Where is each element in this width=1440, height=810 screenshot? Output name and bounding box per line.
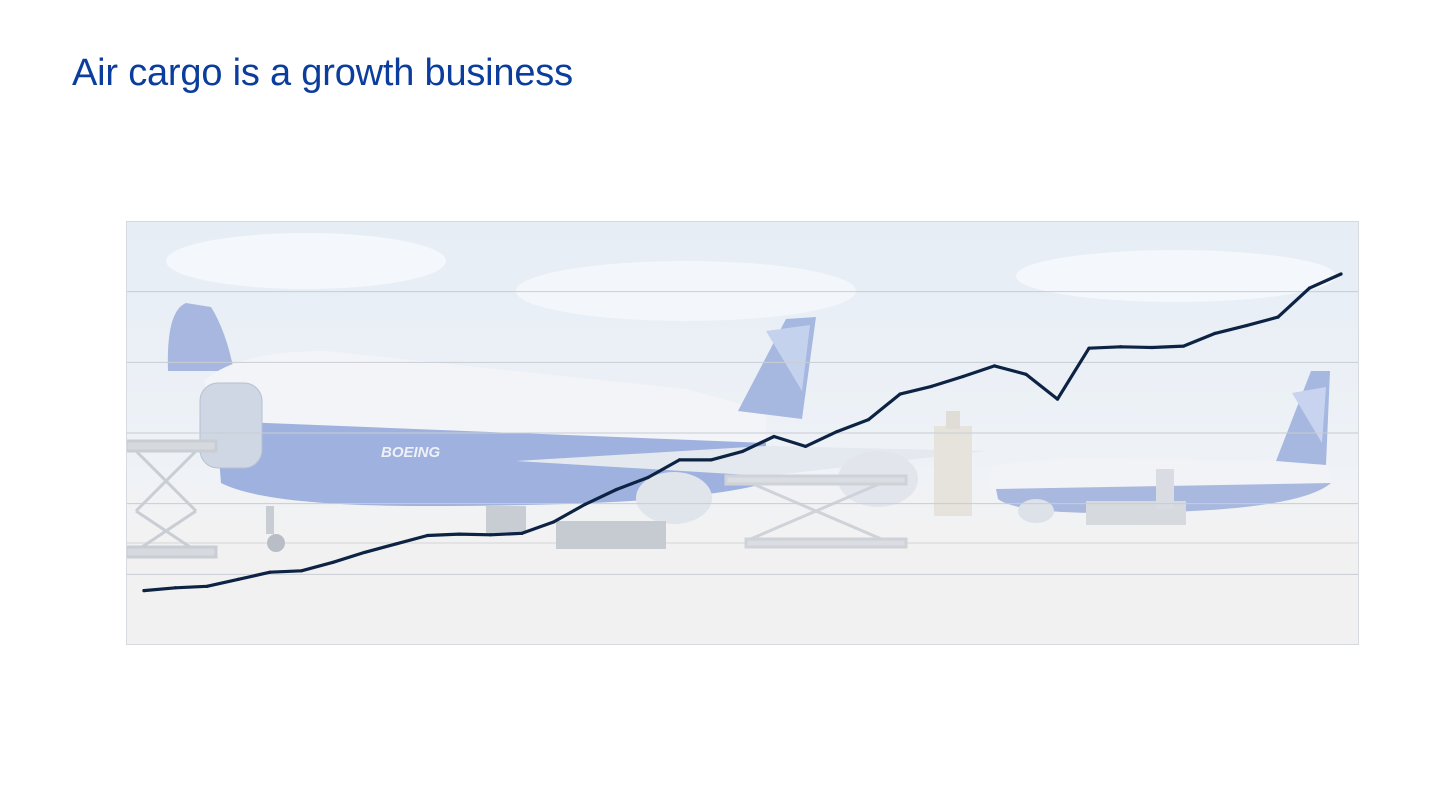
data-point xyxy=(1150,345,1154,350)
data-point xyxy=(236,577,241,581)
data-point xyxy=(205,584,209,588)
data-point xyxy=(457,532,461,536)
data-point xyxy=(488,533,493,537)
page-title: Air cargo is a growth business xyxy=(72,52,573,94)
data-point xyxy=(992,364,997,368)
data-point xyxy=(1244,323,1249,328)
data-point xyxy=(772,434,776,439)
data-point xyxy=(961,374,965,379)
line-chart: BOEING xyxy=(126,221,1359,645)
data-point xyxy=(1087,346,1091,350)
data-point xyxy=(803,444,808,449)
scissor-lift-icon xyxy=(126,439,218,559)
data-point xyxy=(1181,344,1186,348)
data-point xyxy=(1339,272,1343,276)
data-point xyxy=(929,384,934,388)
series-layer xyxy=(142,272,1343,593)
data-point xyxy=(362,550,367,555)
data-point xyxy=(173,586,178,590)
data-point xyxy=(299,569,304,573)
cargo-777-icon xyxy=(986,371,1331,525)
data-point xyxy=(709,458,713,462)
data-point xyxy=(677,458,682,462)
data-point xyxy=(1118,345,1123,349)
data-point xyxy=(898,392,902,396)
data-point xyxy=(866,417,871,422)
data-point xyxy=(646,475,650,480)
data-point xyxy=(551,520,556,524)
data-point xyxy=(520,531,524,535)
plot-area-border xyxy=(126,221,1359,645)
data-point xyxy=(268,570,272,574)
data-point xyxy=(1276,315,1280,319)
data-point xyxy=(1307,286,1312,290)
data-point xyxy=(835,429,839,434)
data-point xyxy=(394,542,398,546)
data-point xyxy=(425,533,430,538)
boeing-logo: BOEING xyxy=(381,444,441,461)
data-point xyxy=(1055,397,1060,401)
gridlines xyxy=(126,291,1359,575)
data-point xyxy=(331,560,335,564)
data-point xyxy=(142,588,146,593)
data-point xyxy=(614,487,619,492)
data-point xyxy=(740,449,745,453)
data-point xyxy=(583,502,587,506)
data-point xyxy=(1213,331,1217,335)
chart-container: BOEING xyxy=(126,221,1359,645)
data-point xyxy=(1024,372,1028,376)
cargo-loader-icon xyxy=(724,474,908,549)
